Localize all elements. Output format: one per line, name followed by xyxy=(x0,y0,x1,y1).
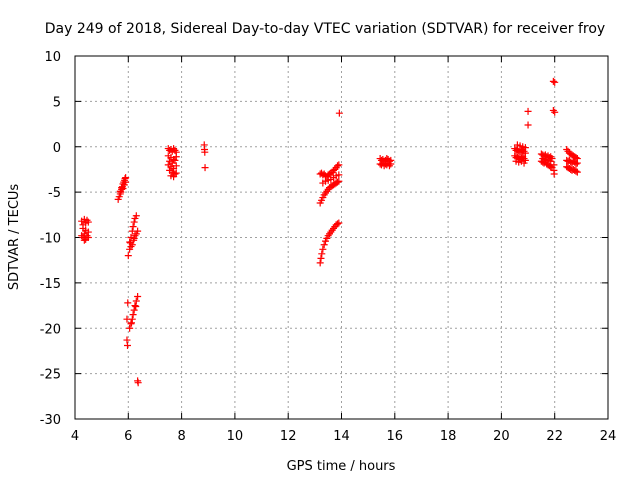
x-tick-label: 24 xyxy=(600,429,617,444)
data-point xyxy=(547,157,555,165)
data-point xyxy=(573,168,581,176)
data-point xyxy=(335,161,343,169)
data-point xyxy=(131,302,139,310)
data-point xyxy=(127,319,135,327)
data-point xyxy=(572,160,580,168)
chart-title: Day 249 of 2018, Sidereal Day-to-day VTE… xyxy=(45,21,605,37)
data-point xyxy=(521,144,529,152)
data-point xyxy=(201,148,209,156)
data-point xyxy=(551,78,559,86)
data-point xyxy=(128,241,136,249)
y-tick-label: -20 xyxy=(40,322,61,337)
data-points xyxy=(78,77,581,387)
data-point xyxy=(172,169,180,177)
data-point xyxy=(387,160,395,168)
data-point xyxy=(130,234,138,242)
data-point xyxy=(134,379,142,387)
data-point xyxy=(132,302,140,310)
y-tick-label: 5 xyxy=(53,95,61,110)
data-point xyxy=(334,220,342,228)
y-tick-label: 10 xyxy=(44,50,61,65)
data-point xyxy=(119,184,127,192)
data-point xyxy=(170,173,178,181)
data-point xyxy=(124,341,132,349)
y-tick-label: 0 xyxy=(53,141,61,156)
data-point xyxy=(320,241,328,249)
data-point xyxy=(520,159,528,167)
y-tick-label: -10 xyxy=(40,232,61,247)
data-point xyxy=(335,177,343,185)
data-point xyxy=(316,259,324,267)
data-point xyxy=(549,106,557,114)
x-tick-label: 10 xyxy=(227,429,244,444)
x-tick-label: 6 xyxy=(124,429,132,444)
x-tick-label: 22 xyxy=(546,429,563,444)
y-tick-label: -30 xyxy=(40,413,61,428)
x-tick-label: 20 xyxy=(493,429,510,444)
data-point xyxy=(317,254,325,262)
data-point xyxy=(334,162,342,170)
data-point xyxy=(335,109,343,117)
data-point xyxy=(130,218,138,226)
x-tick-label: 18 xyxy=(440,429,457,444)
data-point xyxy=(524,107,532,115)
data-point xyxy=(130,306,138,314)
x-tick-label: 14 xyxy=(333,429,350,444)
x-axis-label: GPS time / hours xyxy=(287,459,396,474)
data-point xyxy=(84,218,92,226)
y-tick-label: -25 xyxy=(40,368,61,383)
plot-frame xyxy=(74,55,609,420)
x-tick-label: 8 xyxy=(177,429,185,444)
x-tick-label: 16 xyxy=(387,429,404,444)
data-point xyxy=(129,311,137,319)
data-point xyxy=(334,178,342,186)
data-point xyxy=(78,232,86,240)
data-point xyxy=(550,170,558,178)
data-point xyxy=(335,219,343,227)
tick-labels: 4 6 8 10 12 14 16 18 20 22 24 -30 -25 -20 -15 -10 -5 0 5 10 xyxy=(40,50,617,444)
data-point xyxy=(549,77,557,85)
x-tick-label: 4 xyxy=(71,429,79,444)
data-point xyxy=(572,154,580,162)
y-tick-label: -15 xyxy=(40,277,61,292)
data-point xyxy=(318,250,326,258)
data-point xyxy=(80,236,88,244)
data-point xyxy=(550,161,558,169)
grid xyxy=(75,56,608,419)
data-point xyxy=(124,252,132,260)
y-tick-label: -5 xyxy=(48,186,61,201)
data-point xyxy=(134,227,142,235)
data-point xyxy=(172,162,180,170)
data-point xyxy=(572,167,580,175)
data-point xyxy=(201,164,209,172)
data-point xyxy=(134,292,142,300)
data-point xyxy=(124,299,132,307)
data-point xyxy=(132,212,140,220)
x-tick-label: 12 xyxy=(280,429,297,444)
data-point xyxy=(335,171,343,179)
data-point xyxy=(129,223,137,231)
data-point xyxy=(128,315,136,323)
y-axis-label: SDTVAR / TECUs xyxy=(7,184,22,291)
data-point xyxy=(551,108,559,116)
data-point xyxy=(84,228,92,236)
data-point xyxy=(573,159,581,167)
data-point xyxy=(122,178,130,186)
data-point xyxy=(171,156,179,164)
data-point xyxy=(524,121,532,129)
data-point xyxy=(172,153,180,161)
data-point xyxy=(319,245,327,253)
data-point xyxy=(126,324,134,332)
